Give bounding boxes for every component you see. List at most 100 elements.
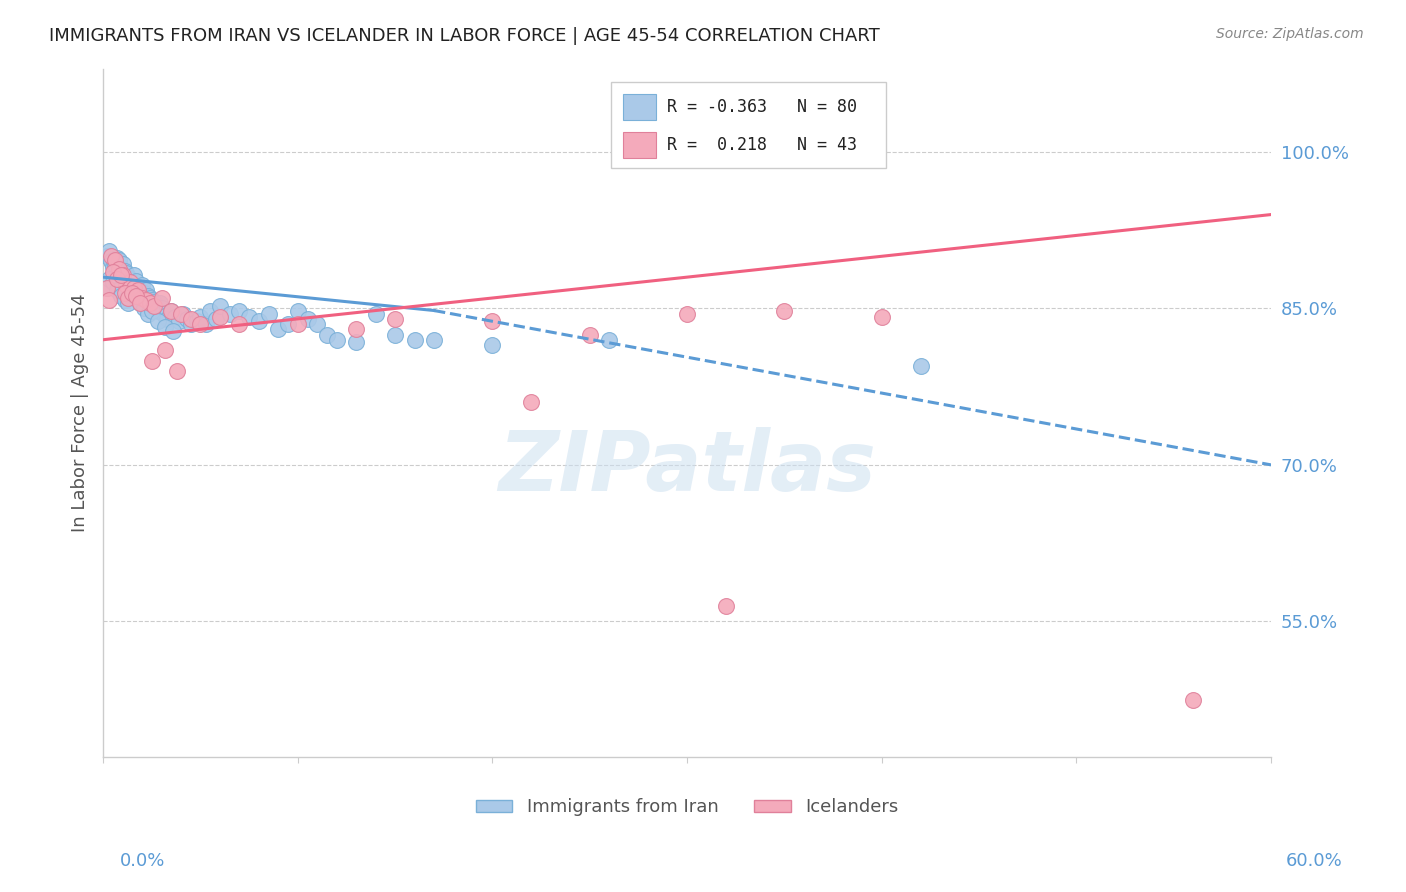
Point <box>117 270 139 285</box>
Point <box>344 322 367 336</box>
Point <box>146 303 169 318</box>
Point <box>121 285 143 300</box>
Point <box>96 280 118 294</box>
Point <box>166 364 188 378</box>
Text: R = -0.363   N = 80: R = -0.363 N = 80 <box>668 98 858 116</box>
Point <box>105 252 128 266</box>
Point <box>117 296 139 310</box>
Point <box>131 291 153 305</box>
Point <box>307 317 329 331</box>
Point <box>267 322 290 336</box>
Point <box>773 303 796 318</box>
Point <box>114 264 136 278</box>
Point <box>96 249 118 263</box>
Point <box>150 301 173 316</box>
Point <box>105 272 128 286</box>
Point <box>481 338 503 352</box>
Text: 60.0%: 60.0% <box>1286 852 1343 870</box>
Point <box>162 324 184 338</box>
Point <box>156 311 179 326</box>
Point <box>190 317 212 331</box>
Point <box>676 307 699 321</box>
Point <box>121 276 143 290</box>
Point <box>124 268 146 282</box>
Point <box>228 317 250 331</box>
Point <box>160 303 183 318</box>
Text: ZIPatlas: ZIPatlas <box>498 427 876 508</box>
Point <box>100 249 122 263</box>
Point <box>98 244 121 258</box>
Point <box>325 333 347 347</box>
Point <box>152 305 174 319</box>
Point <box>180 317 202 331</box>
Point <box>148 296 170 310</box>
Point <box>714 599 737 613</box>
Point <box>110 261 132 276</box>
Point <box>344 334 367 349</box>
Point <box>124 280 146 294</box>
Point <box>208 310 231 324</box>
Point <box>114 293 136 307</box>
Point <box>218 307 240 321</box>
Point <box>135 293 157 307</box>
Y-axis label: In Labor Force | Age 45-54: In Labor Force | Age 45-54 <box>72 293 89 532</box>
Point <box>101 276 124 290</box>
Point <box>277 317 299 331</box>
Legend: Immigrants from Iran, Icelanders: Immigrants from Iran, Icelanders <box>468 791 905 823</box>
Point <box>114 285 136 300</box>
Bar <box>623 132 655 158</box>
Point <box>176 311 198 326</box>
Point <box>1182 692 1205 706</box>
Point <box>205 311 228 326</box>
Bar <box>612 82 886 169</box>
Point <box>136 289 159 303</box>
Text: Source: ZipAtlas.com: Source: ZipAtlas.com <box>1216 27 1364 41</box>
Point <box>364 307 387 321</box>
Point <box>180 311 202 326</box>
Point <box>238 310 260 324</box>
Point <box>111 256 134 270</box>
Point <box>127 283 149 297</box>
Point <box>384 311 406 326</box>
Point <box>107 261 129 276</box>
Point <box>110 289 132 303</box>
Point <box>141 353 163 368</box>
Point <box>107 253 129 268</box>
Point <box>132 285 155 300</box>
Point <box>165 310 187 324</box>
Point <box>384 327 406 342</box>
Point <box>135 283 157 297</box>
Point <box>145 299 167 313</box>
Bar <box>623 94 655 120</box>
Point <box>141 303 163 318</box>
Point <box>125 291 148 305</box>
Point <box>98 293 121 307</box>
Point <box>139 291 162 305</box>
Text: 0.0%: 0.0% <box>120 852 165 870</box>
Point <box>160 303 183 318</box>
Point <box>155 343 177 358</box>
Point <box>598 333 620 347</box>
Point <box>170 307 193 321</box>
Point <box>150 291 173 305</box>
Point <box>141 293 163 307</box>
Text: R =  0.218   N = 43: R = 0.218 N = 43 <box>668 136 858 154</box>
Point <box>101 265 124 279</box>
Point <box>198 303 221 318</box>
Point <box>228 303 250 318</box>
Point <box>125 274 148 288</box>
Point <box>247 314 270 328</box>
Point <box>190 310 212 324</box>
Point <box>142 295 165 310</box>
Point <box>117 291 139 305</box>
Point <box>423 333 446 347</box>
Point <box>104 258 127 272</box>
Point <box>101 260 124 274</box>
Point <box>104 253 127 268</box>
Point <box>287 303 309 318</box>
Point <box>96 280 118 294</box>
Point <box>910 359 932 373</box>
Point <box>870 310 893 324</box>
Point <box>98 272 121 286</box>
Point <box>100 254 122 268</box>
